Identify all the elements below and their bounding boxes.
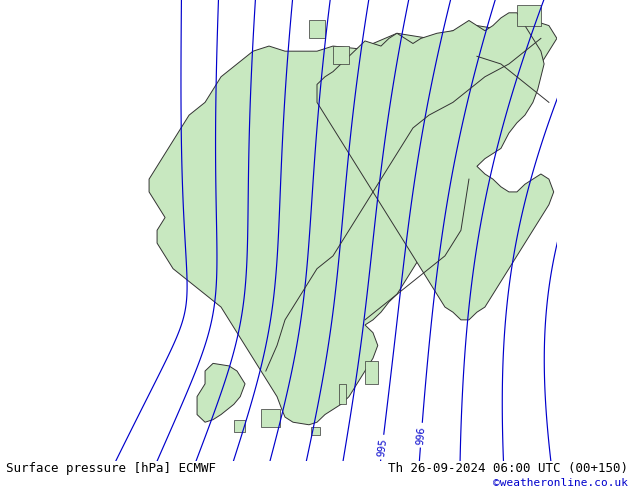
Text: ©weatheronline.co.uk: ©weatheronline.co.uk <box>493 478 628 488</box>
Text: 995: 995 <box>376 438 388 457</box>
Polygon shape <box>149 21 557 425</box>
Text: Th 26-09-2024 06:00 UTC (00+150): Th 26-09-2024 06:00 UTC (00+150) <box>387 462 628 475</box>
Text: 990: 990 <box>183 466 198 486</box>
Text: 994: 994 <box>331 485 344 490</box>
Polygon shape <box>197 364 245 422</box>
Polygon shape <box>234 419 245 433</box>
Polygon shape <box>333 46 349 64</box>
Polygon shape <box>311 427 320 435</box>
Polygon shape <box>365 361 378 384</box>
Polygon shape <box>317 13 553 320</box>
Polygon shape <box>339 384 346 404</box>
Polygon shape <box>517 5 541 25</box>
Polygon shape <box>261 410 280 427</box>
Polygon shape <box>309 21 325 38</box>
Text: Surface pressure [hPa] ECMWF: Surface pressure [hPa] ECMWF <box>6 462 216 475</box>
Text: 996: 996 <box>416 426 427 445</box>
